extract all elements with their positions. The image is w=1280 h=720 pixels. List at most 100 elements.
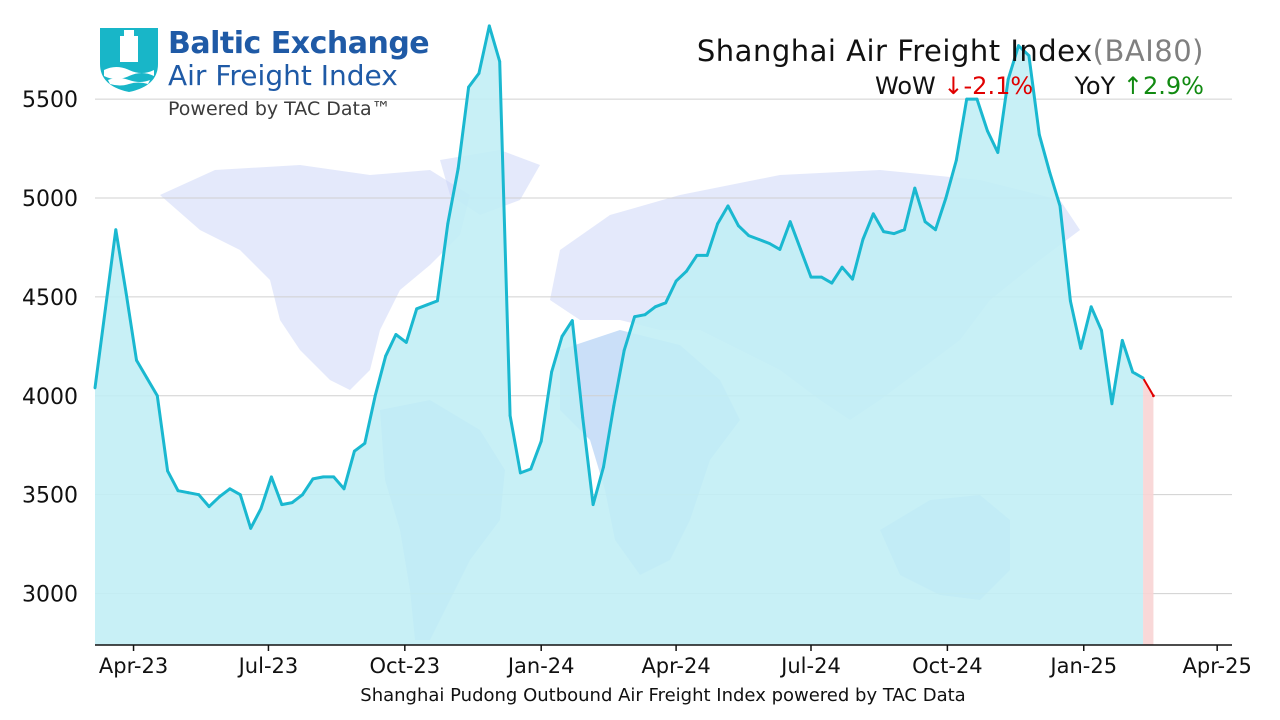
data-point bbox=[187, 491, 190, 495]
data-point bbox=[155, 394, 159, 398]
data-point bbox=[768, 242, 771, 245]
data-point bbox=[747, 234, 751, 238]
data-point bbox=[903, 228, 906, 232]
data-point bbox=[425, 303, 429, 307]
data-point bbox=[1017, 44, 1020, 48]
data-point bbox=[104, 307, 107, 311]
data-point bbox=[135, 358, 138, 362]
x-tick-label: Jul-24 bbox=[779, 654, 841, 678]
lighthouse-icon bbox=[100, 28, 158, 92]
data-point bbox=[602, 465, 605, 469]
data-point bbox=[1027, 54, 1031, 57]
data-point bbox=[560, 335, 564, 338]
data-point bbox=[965, 97, 969, 101]
data-point bbox=[809, 275, 813, 279]
axes bbox=[95, 644, 1232, 651]
change-stats: WoW ↓-2.1% YoY ↑2.9% bbox=[697, 72, 1204, 100]
data-point bbox=[861, 238, 865, 241]
data-point bbox=[1069, 299, 1072, 303]
x-tick-label: Oct-23 bbox=[370, 654, 441, 678]
data-point bbox=[1006, 77, 1010, 81]
data-point bbox=[415, 307, 419, 311]
data-point bbox=[166, 469, 170, 473]
data-point bbox=[954, 159, 958, 162]
data-point bbox=[871, 212, 875, 216]
data-point bbox=[830, 281, 834, 285]
data-point bbox=[404, 341, 408, 344]
x-tick-label: Apr-25 bbox=[1183, 654, 1252, 678]
yoy-value: 2.9% bbox=[1143, 72, 1204, 100]
data-point bbox=[124, 291, 128, 295]
baltic-exchange-logo: Baltic Exchange Air Freight Index Powere… bbox=[98, 26, 430, 120]
y-tick-label: 3000 bbox=[22, 583, 78, 608]
data-point bbox=[446, 222, 450, 226]
chart-title-text: Shanghai Air Freight Index bbox=[696, 34, 1093, 68]
data-point bbox=[986, 129, 989, 133]
data-point bbox=[851, 277, 854, 281]
data-point bbox=[238, 493, 242, 497]
y-tick-label: 5000 bbox=[22, 187, 78, 212]
data-point bbox=[332, 475, 336, 479]
data-point bbox=[944, 196, 948, 200]
data-point bbox=[363, 441, 367, 445]
data-point bbox=[228, 487, 232, 491]
data-point bbox=[539, 439, 543, 443]
data-point bbox=[674, 279, 678, 283]
data-point bbox=[1089, 305, 1093, 309]
data-point bbox=[653, 305, 657, 309]
index-header: Shanghai Air Freight Index(BAI80) WoW ↓-… bbox=[697, 34, 1204, 100]
data-point bbox=[270, 475, 273, 479]
data-point bbox=[259, 507, 263, 510]
data-point bbox=[176, 489, 180, 493]
data-point bbox=[622, 348, 626, 352]
y-tick-label: 4000 bbox=[22, 385, 78, 410]
data-point bbox=[695, 254, 699, 257]
data-point bbox=[1120, 339, 1124, 342]
chart-title: Shanghai Air Freight Index(BAI80) bbox=[697, 34, 1204, 68]
y-tick-label: 5500 bbox=[22, 88, 78, 113]
latest-week-area bbox=[1143, 377, 1154, 645]
index-code: (BAI80) bbox=[1092, 34, 1204, 68]
map-north-america bbox=[160, 165, 470, 390]
data-point bbox=[1058, 204, 1062, 208]
x-tick-labels: Apr-23 Jul-23 Oct-23 Jan-24 Apr-24 Jul-24 Oct-… bbox=[99, 654, 1252, 678]
data-point bbox=[508, 414, 512, 417]
data-point bbox=[934, 228, 937, 232]
data-point bbox=[93, 386, 97, 390]
y-tick-labels: 3000 3500 4000 4500 5000 5500 bbox=[22, 88, 78, 607]
data-point bbox=[737, 224, 740, 228]
data-point bbox=[290, 501, 294, 504]
data-point bbox=[145, 376, 149, 380]
y-tick-label: 4500 bbox=[22, 286, 78, 311]
logo-subtitle: Air Freight Index bbox=[168, 59, 398, 92]
data-point bbox=[477, 72, 481, 75]
x-tick-label: Apr-23 bbox=[99, 654, 168, 678]
data-point bbox=[1048, 170, 1052, 174]
data-point bbox=[218, 495, 221, 499]
data-point bbox=[975, 97, 979, 101]
data-point bbox=[1037, 133, 1041, 137]
data-point bbox=[882, 230, 885, 234]
logo-tagline: Powered by TAC Data™ bbox=[168, 98, 391, 120]
data-point bbox=[498, 60, 502, 63]
data-point bbox=[249, 526, 253, 530]
data-point bbox=[353, 449, 356, 453]
data-point bbox=[716, 222, 719, 226]
data-point bbox=[342, 487, 346, 491]
data-point bbox=[550, 370, 553, 374]
data-point bbox=[591, 503, 595, 506]
data-point bbox=[923, 220, 927, 224]
x-tick-label: Jul-23 bbox=[237, 654, 299, 678]
data-point bbox=[280, 503, 284, 506]
data-point bbox=[840, 265, 844, 269]
x-tick-label: Oct-24 bbox=[912, 654, 983, 678]
data-point bbox=[529, 467, 533, 471]
data-point bbox=[726, 204, 730, 208]
yoy-arrow-up-icon: ↑ bbox=[1122, 72, 1144, 100]
data-point bbox=[664, 301, 668, 305]
data-point bbox=[487, 24, 491, 28]
data-point bbox=[394, 333, 398, 336]
wow-value: -2.1% bbox=[963, 72, 1034, 100]
